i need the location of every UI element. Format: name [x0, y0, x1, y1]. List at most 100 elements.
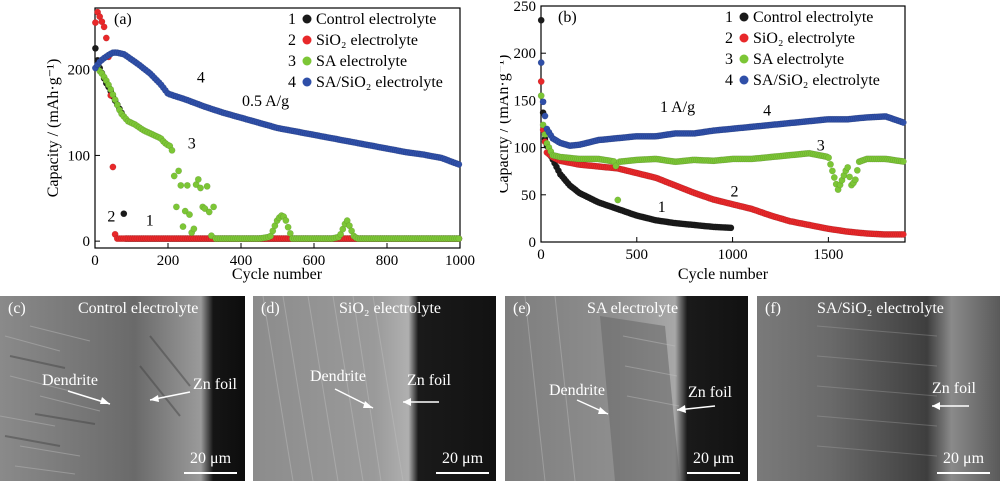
data-point [830, 174, 838, 181]
micrograph-f-arrows [932, 402, 990, 474]
legend-label: SA electrolyte [316, 53, 407, 70]
micrograph-c: (c) Control electrolyte Dendrite Zn foil… [0, 296, 245, 481]
micrograph-e-dendrite-label: Dendrite [549, 382, 605, 399]
series-number-label: 2 [730, 184, 738, 201]
legend-number: 3 [288, 53, 296, 70]
micrograph-e-title: SA electrolyte [587, 300, 679, 317]
x-tick-label: 0 [537, 247, 545, 263]
y-tick-label: 100 [68, 148, 91, 164]
micrograph-e-scale-label: 20 μm [693, 450, 735, 467]
series-3 [537, 92, 907, 204]
chart-b-annotation: 1 A/g [660, 99, 695, 116]
legend-marker [739, 54, 749, 64]
chart-a-point-labels: 1 2 3 4 [107, 70, 204, 230]
data-point [109, 163, 117, 171]
chart-b-ticks: 0 500 1000 1500 0 50 100 150 200 250 [514, 0, 844, 263]
micrograph-e: (e) SA electrolyte Dendrite Zn foil 20 μ… [505, 296, 748, 481]
legend-marker [302, 77, 312, 87]
data-point [727, 224, 735, 232]
micrograph-d-scale-label: 20 μm [442, 450, 484, 467]
legend-number: 1 [288, 11, 296, 28]
data-point [828, 167, 836, 175]
chart-b-series [537, 16, 907, 238]
chart-a: 0 200 400 600 800 1000 0 100 200 1 2 3 4 (a) 0.5 A/… [45, 7, 476, 283]
micrograph-c-title: Control electrolyte [78, 300, 199, 317]
x-tick-label: 400 [230, 253, 253, 269]
y-tick-label: 50 [521, 188, 536, 204]
micrograph-d-zn-foil-label: Zn foil [407, 372, 451, 389]
micrograph-e-arrows [576, 399, 740, 474]
data-point [172, 203, 180, 211]
data-point [92, 44, 99, 52]
micrograph-d-image [253, 296, 496, 481]
micrograph-c-dendrite-label: Dendrite [42, 372, 98, 389]
legend-entry-1: 1 Control electrolyte [725, 9, 873, 26]
chart-a-ticks: 0 200 400 600 800 1000 0 100 200 [68, 63, 476, 269]
data-point [100, 23, 108, 31]
data-point [537, 92, 545, 100]
legend-label: SiO₂ electrolyte [316, 32, 418, 49]
micrograph-c-scale-label: 20 μm [190, 450, 232, 467]
legend-entry-3: 3 SA electrolyte [288, 53, 407, 70]
data-point [455, 160, 463, 168]
data-point [197, 184, 204, 192]
data-point [612, 162, 620, 170]
chart-a-series [92, 8, 463, 243]
x-tick-label: 200 [157, 253, 180, 269]
micrograph-d: (d) SiO₂ electrolyte Dendrite Zn foil 20… [253, 296, 496, 481]
data-point [537, 16, 545, 24]
data-point [177, 181, 185, 189]
micrograph-c-arrows [67, 390, 237, 474]
legend-number: 3 [725, 51, 733, 68]
y-tick-label: 250 [514, 0, 537, 15]
legend-label: Control electrolyte [316, 11, 436, 28]
micrograph-f-image [757, 296, 1000, 481]
x-tick-label: 0 [91, 253, 99, 269]
micrograph-d-title: SiO₂ electrolyte [339, 300, 441, 317]
series-2 [537, 78, 907, 238]
x-tick-label: 600 [303, 253, 326, 269]
legend-label: Control electrolyte [753, 9, 873, 26]
series-number-label: 1 [146, 213, 154, 230]
series-number-label: 4 [197, 70, 205, 87]
x-tick-label: 500 [626, 247, 649, 263]
micrograph-e-panel-label: (e) [513, 300, 531, 317]
legend-number: 1 [725, 9, 733, 26]
data-point [183, 181, 191, 189]
x-tick-label: 1000 [718, 247, 748, 263]
micrograph-c-panel-label: (c) [8, 300, 26, 317]
legend-entry-2: 2 SiO₂ electrolyte [725, 30, 855, 47]
data-point [210, 203, 218, 211]
chart-a-ylabel: Capacity / (mAh·g⁻¹) [45, 59, 62, 198]
y-tick-label: 100 [514, 141, 537, 157]
data-point [827, 160, 834, 168]
data-point [201, 205, 209, 213]
legend-label: SiO₂ electrolyte [753, 30, 855, 47]
data-point [102, 34, 110, 42]
data-point [284, 223, 292, 231]
micrograph-c-zn-foil-label: Zn foil [193, 376, 237, 393]
data-point [846, 173, 853, 181]
data-point [203, 182, 211, 190]
data-point [825, 154, 832, 162]
legend-entry-1: 1 Control electrolyte [288, 11, 436, 28]
data-point [168, 146, 176, 154]
y-tick-label: 200 [514, 46, 537, 62]
data-point [899, 119, 907, 126]
y-tick-label: 0 [83, 234, 91, 250]
chart-b-ylabel: Capacity / (mAh·g⁻¹) [500, 55, 512, 194]
y-tick-label: 200 [68, 63, 91, 79]
chart-b-xlabel: Cycle number [678, 266, 769, 283]
y-tick-label: 150 [514, 93, 537, 109]
series-number-label: 2 [107, 208, 115, 225]
data-point [539, 121, 547, 129]
chart-a-panel-label: (a) [114, 11, 132, 28]
data-point [194, 175, 202, 183]
data-point [899, 158, 907, 165]
data-point [455, 235, 463, 243]
legend-marker [302, 14, 312, 24]
x-tick-label: 1000 [445, 253, 475, 269]
micrograph-f-title: SA/SiO₂ electrolyte [817, 300, 944, 317]
data-point [205, 208, 213, 216]
